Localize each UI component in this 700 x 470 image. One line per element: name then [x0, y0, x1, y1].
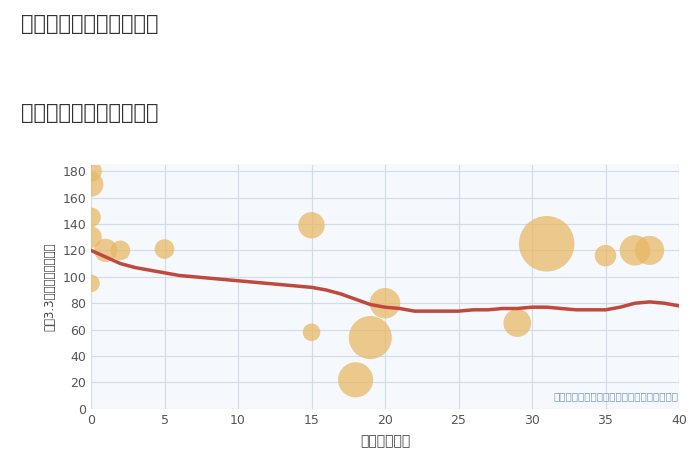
Point	[512, 319, 523, 327]
Point	[85, 280, 97, 287]
Point	[100, 247, 111, 254]
Point	[85, 234, 97, 241]
Point	[600, 252, 611, 259]
Point	[541, 240, 552, 248]
Text: 築年数別中古戸建て価格: 築年数別中古戸建て価格	[21, 103, 158, 124]
Point	[159, 245, 170, 253]
Text: 神奈川県大和市下草柳の: 神奈川県大和市下草柳の	[21, 14, 158, 34]
Point	[115, 247, 126, 254]
Point	[350, 376, 361, 384]
Point	[85, 167, 97, 175]
X-axis label: 築年数（年）: 築年数（年）	[360, 434, 410, 448]
Point	[306, 221, 317, 229]
Point	[85, 180, 97, 188]
Y-axis label: 坪（3.3㎡）単価（万円）: 坪（3.3㎡）単価（万円）	[43, 243, 57, 331]
Point	[644, 247, 655, 254]
Point	[379, 299, 391, 307]
Point	[365, 334, 376, 341]
Text: 円の大きさは、取引のあった物件面積を示す: 円の大きさは、取引のあった物件面積を示す	[554, 392, 679, 401]
Point	[629, 247, 641, 254]
Point	[85, 213, 97, 221]
Point	[306, 329, 317, 336]
